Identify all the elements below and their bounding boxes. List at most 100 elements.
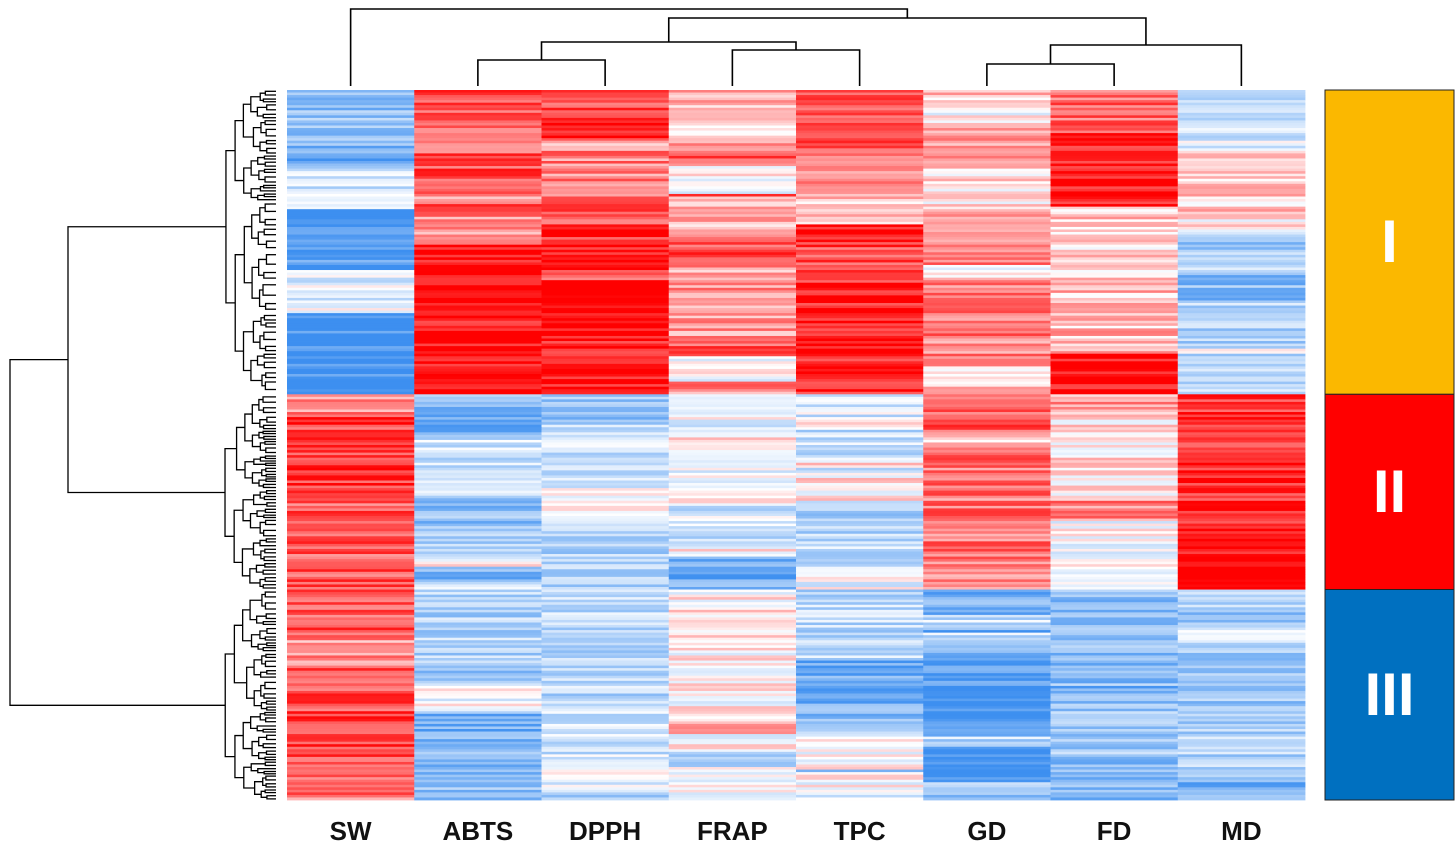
heatmap-cells [287,90,1306,801]
heatmap-cell [796,264,924,268]
heatmap-cell [796,746,924,750]
heatmap-cell [923,422,1051,426]
heatmap-cell [414,716,542,720]
heatmap-cell [287,688,415,692]
heatmap-cell [923,510,1051,514]
dendrogram-branch [253,690,262,707]
heatmap-cell [287,221,415,225]
heatmap-cell [796,394,924,398]
heatmap-cell [668,749,797,753]
heatmap-cell [414,683,542,687]
heatmap-cell [1050,462,1179,466]
heatmap-cell [541,490,670,494]
heatmap-cell [414,789,542,793]
heatmap-cell [668,480,797,484]
heatmap-cell [796,204,924,208]
heatmap-cell [287,523,415,527]
heatmap-cell [1177,249,1306,253]
heatmap-cell [1177,122,1306,126]
heatmap-cell [287,351,415,355]
heatmap-cell [414,627,542,631]
heatmap-cell [1177,193,1306,197]
heatmap-cell [541,531,670,535]
heatmap-cell [414,587,542,590]
heatmap-cell [1177,417,1306,421]
dendrogram-branch [264,681,270,690]
heatmap-cell [1050,703,1179,707]
heatmap-cell [414,143,542,147]
heatmap-cell [923,181,1051,185]
dendrogram-branch [251,434,261,448]
dendrogram-branch [266,104,270,111]
heatmap-cell [287,683,415,687]
heatmap-cell [796,792,924,796]
dendrogram-branch [266,795,270,800]
heatmap-cell [414,475,542,479]
heatmap-cell [541,270,670,273]
heatmap-cell [668,554,797,557]
dendrogram-branch [246,666,255,699]
heatmap-cell [796,729,924,732]
heatmap-cell [923,183,1051,187]
heatmap-cell [1050,196,1179,200]
heatmap-cell [923,381,1051,385]
heatmap-cell [541,292,670,296]
heatmap-cell [668,761,797,765]
dendrogram-branch [242,331,254,372]
heatmap-cell [414,422,542,426]
heatmap-cell [668,434,797,438]
heatmap-cell [923,424,1051,428]
heatmap-cell [668,581,797,585]
heatmap-cell [414,183,542,187]
heatmap-cell [668,244,797,248]
heatmap-cell [1050,150,1179,154]
heatmap-cell [414,188,542,192]
heatmap-cell [796,528,924,532]
heatmap-cell [1050,204,1179,208]
heatmap-cell [796,358,924,362]
heatmap-cell [668,734,797,738]
heatmap-cell [1050,711,1179,715]
heatmap-cell [923,460,1051,464]
heatmap-cell [1050,232,1179,235]
heatmap-cell [796,155,924,159]
heatmap-cell [541,574,670,578]
heatmap-cell [796,670,924,674]
heatmap-cell [668,619,797,623]
heatmap-cell [414,523,542,527]
heatmap-cell [541,792,670,796]
heatmap-cell [287,772,415,776]
dendrogram-branch [264,440,270,445]
heatmap-cell [414,414,542,418]
heatmap-cell [668,485,797,489]
heatmap-cell [1177,663,1306,667]
heatmap-cell [414,589,542,593]
heatmap-cell [1177,655,1306,659]
heatmap-cell [796,176,924,180]
heatmap-cell [414,445,542,448]
heatmap-cell [287,242,415,246]
heatmap-cell [1177,201,1306,205]
heatmap-cell [923,663,1051,667]
heatmap-cell [414,566,542,570]
dendrogram-branch [265,490,270,495]
heatmap-cell [287,645,415,649]
heatmap-cell [287,592,415,596]
dendrogram-branch [244,413,253,442]
heatmap-cell [541,97,670,101]
dendrogram-branch [258,258,267,276]
heatmap-cell [414,480,542,484]
heatmap-cell [796,503,924,507]
heatmap-cell [541,232,670,235]
dendrogram-branch [264,176,270,183]
heatmap-cell [923,589,1051,593]
heatmap-cell [668,143,797,147]
heatmap-cell [414,465,542,469]
heatmap-cell [923,138,1051,142]
heatmap-cell [1050,794,1179,798]
heatmap-cell [287,138,415,142]
heatmap-cell [923,267,1051,271]
heatmap-cell [541,556,670,560]
heatmap-cell [414,204,542,208]
heatmap-cell [287,465,415,469]
